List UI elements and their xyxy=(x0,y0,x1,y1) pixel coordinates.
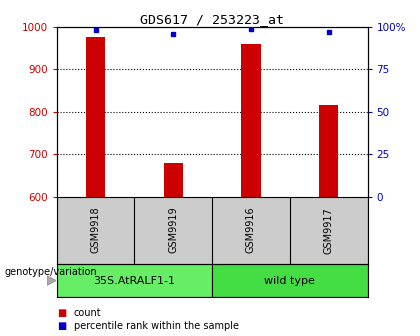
Text: ■: ■ xyxy=(57,308,66,318)
Polygon shape xyxy=(47,276,56,285)
Text: genotype/variation: genotype/variation xyxy=(4,267,97,277)
Text: GSM9919: GSM9919 xyxy=(168,207,178,253)
Bar xyxy=(319,106,339,197)
Text: wild type: wild type xyxy=(264,276,315,286)
Title: GDS617 / 253223_at: GDS617 / 253223_at xyxy=(140,13,284,26)
Text: 35S.AtRALF1-1: 35S.AtRALF1-1 xyxy=(93,276,176,286)
Bar xyxy=(57,264,212,297)
Bar xyxy=(86,38,105,197)
Bar xyxy=(241,44,261,197)
Text: ■: ■ xyxy=(57,321,66,331)
Text: percentile rank within the sample: percentile rank within the sample xyxy=(74,321,239,331)
Bar xyxy=(212,264,368,297)
Text: GSM9917: GSM9917 xyxy=(324,207,333,254)
Bar xyxy=(163,164,183,197)
Text: GSM9916: GSM9916 xyxy=(246,207,256,253)
Text: GSM9918: GSM9918 xyxy=(91,207,100,253)
Text: count: count xyxy=(74,308,101,318)
